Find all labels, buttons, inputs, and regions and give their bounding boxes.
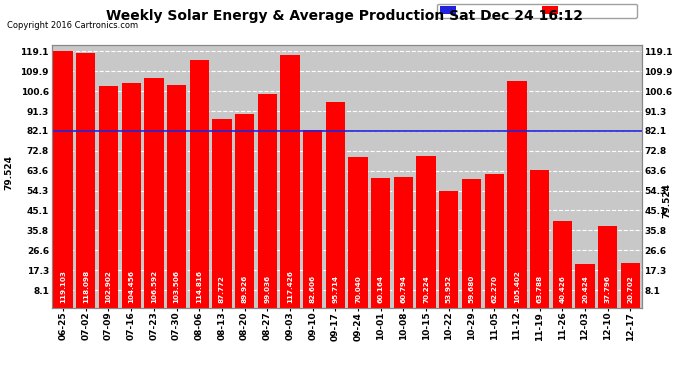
Text: 79.524: 79.524 [4,155,14,190]
Bar [621,263,640,308]
Bar [553,220,572,308]
Bar [99,86,118,308]
Text: Weekly Solar Energy & Average Production Sat Dec 24 16:12: Weekly Solar Energy & Average Production… [106,9,584,23]
Text: 63.788: 63.788 [537,275,542,303]
Bar [530,170,549,308]
Bar [371,178,391,308]
Bar [462,179,481,308]
Text: 117.426: 117.426 [287,270,293,303]
Bar [121,83,141,308]
Text: 99.036: 99.036 [264,275,270,303]
Bar [257,94,277,308]
Text: 87.772: 87.772 [219,275,225,303]
Text: 106.592: 106.592 [151,270,157,303]
Bar [213,118,232,308]
Bar [440,191,458,308]
Bar [575,264,595,308]
Text: 62.270: 62.270 [491,275,497,303]
Bar [53,51,72,308]
Text: 102.902: 102.902 [106,270,112,303]
Text: 119.103: 119.103 [60,270,66,303]
Text: 59.680: 59.680 [469,275,475,303]
Text: Copyright 2016 Cartronics.com: Copyright 2016 Cartronics.com [7,21,138,30]
Bar [144,78,164,308]
Text: 104.456: 104.456 [128,270,134,303]
Bar [76,53,95,307]
Bar [394,177,413,308]
Bar [167,85,186,308]
Text: 114.816: 114.816 [196,270,202,303]
Bar [417,156,436,308]
Bar [190,60,209,308]
Bar [280,55,299,308]
Text: 70.040: 70.040 [355,276,361,303]
Text: 60.164: 60.164 [377,275,384,303]
Legend: Average  (kWh), Weekly  (kWh): Average (kWh), Weekly (kWh) [437,4,637,18]
Bar [484,174,504,308]
Text: 103.506: 103.506 [174,270,179,303]
Bar [326,102,345,308]
Bar [598,226,618,308]
Text: 40.426: 40.426 [560,275,565,303]
Text: 105.402: 105.402 [514,270,520,303]
Text: 20.424: 20.424 [582,276,588,303]
Bar [507,81,526,308]
Bar [303,130,322,308]
Bar [348,157,368,308]
Text: 70.224: 70.224 [423,276,429,303]
Text: 118.098: 118.098 [83,270,89,303]
Text: 79.524: 79.524 [662,183,672,218]
Text: 60.794: 60.794 [400,275,406,303]
Text: 37.796: 37.796 [604,275,611,303]
Text: 53.952: 53.952 [446,275,452,303]
Text: 95.714: 95.714 [333,275,338,303]
Text: 89.926: 89.926 [241,275,248,303]
Text: 82.606: 82.606 [310,275,316,303]
Text: 20.702: 20.702 [627,276,633,303]
Bar [235,114,254,308]
